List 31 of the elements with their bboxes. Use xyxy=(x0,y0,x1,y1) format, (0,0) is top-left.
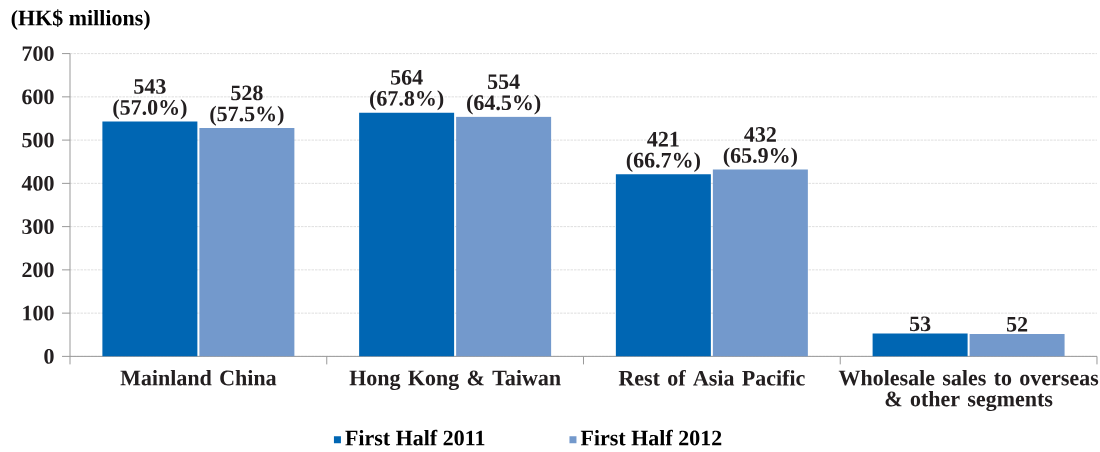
y-tick-label: 200 xyxy=(22,262,54,278)
data-label: 543 (57.0%) xyxy=(113,79,187,120)
bar xyxy=(359,112,455,357)
data-label: 432 (65.9%) xyxy=(723,127,797,168)
bar xyxy=(969,333,1065,357)
bar xyxy=(199,127,295,357)
bar xyxy=(615,174,711,357)
data-label: 53 xyxy=(909,316,931,332)
data-label: 528 (57.5%) xyxy=(210,85,284,126)
y-tick-label: 300 xyxy=(22,219,54,235)
bar xyxy=(456,116,552,357)
y-tick-label: 500 xyxy=(22,132,54,148)
bar xyxy=(102,121,198,357)
bar xyxy=(712,169,808,357)
x-tick-label: Rest of Asia Pacific xyxy=(618,369,805,386)
y-tick-label: 400 xyxy=(21,175,54,191)
y-tick-label: 600 xyxy=(22,89,54,105)
data-label: 52 xyxy=(1006,316,1028,332)
bar xyxy=(872,333,968,357)
y-tick-label: 0 xyxy=(44,348,54,364)
x-tick-label: Mainland China xyxy=(120,369,277,386)
data-label: 421 (66.7%) xyxy=(626,131,700,173)
data-label: 564 (67.8%) xyxy=(370,69,444,111)
y-tick-label: 100 xyxy=(23,305,54,321)
y-tick-label: 700 xyxy=(22,46,54,62)
legend-label: First Half 2011 xyxy=(345,429,485,446)
x-tick-label: Hong Kong & Taiwan xyxy=(349,369,561,391)
y-axis-title: (HK$ millions) xyxy=(11,9,150,30)
data-label: 554 (64.5%) xyxy=(467,74,541,115)
legend-label: First Half 2012 xyxy=(580,429,722,446)
x-tick-label: Wholesale sales to overseas & other segments xyxy=(838,369,1099,412)
